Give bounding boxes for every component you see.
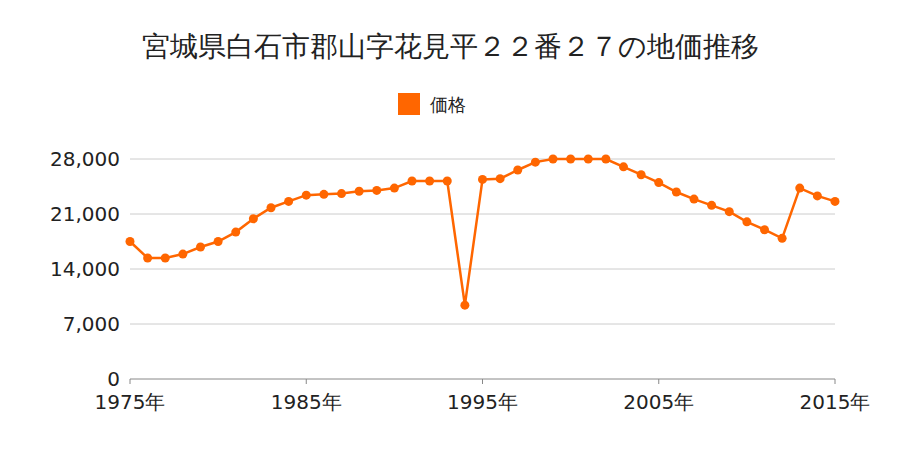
point	[196, 243, 205, 252]
grid-line	[130, 269, 835, 270]
point	[566, 155, 575, 164]
point	[178, 250, 187, 259]
point	[249, 214, 258, 223]
y-tick-label: 0	[107, 367, 120, 391]
point	[460, 301, 469, 310]
plot-area	[126, 155, 840, 310]
point	[408, 177, 417, 186]
point	[478, 175, 487, 184]
line	[130, 159, 835, 305]
grid-line	[130, 159, 835, 160]
point	[619, 162, 628, 171]
y-tick-label: 14,000	[50, 257, 120, 281]
point	[584, 155, 593, 164]
x-tick	[835, 379, 836, 384]
y-tick-label: 7,000	[63, 312, 120, 336]
x-tick-label: 2005年	[623, 390, 694, 414]
point	[778, 234, 787, 243]
x-tick-label: 1975年	[95, 390, 166, 414]
x-tick-label: 2015年	[800, 390, 871, 414]
y-tick-label: 28,000	[50, 147, 120, 171]
point	[355, 187, 364, 196]
point	[302, 191, 311, 200]
x-tick	[306, 379, 307, 384]
point	[390, 184, 399, 193]
point	[161, 254, 170, 263]
point	[531, 158, 540, 167]
point	[760, 225, 769, 234]
title: 宮城県白石市郡山字花見平２２番２７の地価推移	[142, 30, 759, 63]
point	[813, 191, 822, 200]
point	[425, 177, 434, 186]
grid-line	[130, 324, 835, 325]
point	[496, 174, 505, 183]
chart: 宮城県白石市郡山字花見平２２番２７の地価推移価格 0 7,000 14,000 21,0…	[0, 0, 900, 450]
point	[126, 237, 135, 246]
point	[267, 203, 276, 212]
x-tick	[658, 379, 659, 384]
point	[690, 195, 699, 204]
point	[513, 166, 522, 175]
point	[143, 254, 152, 263]
point	[337, 189, 346, 198]
point	[654, 178, 663, 187]
point	[372, 186, 381, 195]
point	[742, 217, 751, 226]
x-tick	[482, 379, 483, 384]
point	[214, 237, 223, 246]
point	[795, 184, 804, 193]
point	[707, 201, 716, 210]
point	[725, 207, 734, 216]
point	[549, 155, 558, 164]
point	[672, 188, 681, 197]
point	[231, 228, 240, 237]
point	[637, 170, 646, 179]
legend-label: 価格	[430, 94, 466, 115]
x-tick	[130, 379, 131, 384]
point	[831, 197, 840, 206]
x-tick-label: 1985年	[271, 390, 342, 414]
y-tick-label: 21,000	[50, 202, 120, 226]
legend-swatch	[398, 93, 420, 115]
point	[443, 177, 452, 186]
x-tick-label: 1995年	[447, 390, 518, 414]
point	[319, 190, 328, 199]
point	[284, 197, 293, 206]
legend: 価格	[398, 93, 466, 115]
point	[601, 155, 610, 164]
